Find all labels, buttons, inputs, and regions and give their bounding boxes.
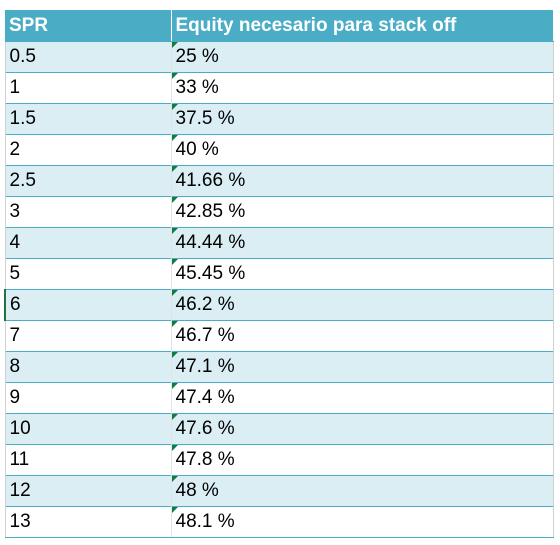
equity-cell[interactable]: 47.4 % bbox=[171, 382, 554, 414]
equity-cell[interactable]: 42.85 % bbox=[171, 196, 554, 228]
spr-cell[interactable]: 0.5 bbox=[4, 41, 172, 73]
equity-value: 41.66 % bbox=[175, 170, 246, 191]
equity-cell[interactable]: 41.66 % bbox=[171, 165, 554, 197]
green-triangle-icon bbox=[171, 507, 178, 513]
table-row: 1 33 % bbox=[4, 72, 554, 104]
equity-cell[interactable]: 44.44 % bbox=[171, 227, 554, 259]
table-row: 0.5 25 % bbox=[4, 41, 554, 73]
equity-cell[interactable]: 33 % bbox=[171, 72, 554, 104]
green-triangle-icon bbox=[171, 73, 178, 79]
spr-cell[interactable]: 2.5 bbox=[4, 165, 172, 197]
equity-value: 46.2 % bbox=[175, 294, 235, 315]
green-triangle-icon bbox=[171, 42, 178, 48]
spr-cell[interactable]: 10 bbox=[4, 413, 172, 445]
table-row: 2.5 41.66 % bbox=[4, 165, 554, 197]
equity-value: 37.5 % bbox=[175, 108, 235, 129]
equity-cell[interactable]: 37.5 % bbox=[171, 103, 554, 135]
equity-cell[interactable]: 40 % bbox=[171, 134, 554, 166]
table-row: 4 44.44 % bbox=[4, 227, 554, 259]
green-triangle-icon bbox=[171, 476, 178, 482]
spr-cell[interactable]: 1 bbox=[4, 72, 172, 104]
header-spr[interactable]: SPR bbox=[5, 10, 172, 42]
green-triangle-icon bbox=[171, 321, 178, 327]
table-row: 13 48.1 % bbox=[4, 506, 554, 538]
green-triangle-icon bbox=[171, 352, 178, 358]
equity-value: 47.1 % bbox=[175, 356, 235, 377]
spr-cell[interactable]: 9 bbox=[4, 382, 172, 414]
table-body: 0.5 25 % 1 33 % 1.5 37.5 % 2 40 % 2.5 41.66 % 3 42.… bbox=[4, 41, 554, 538]
green-triangle-icon bbox=[171, 290, 178, 296]
equity-value: 47.4 % bbox=[175, 387, 235, 408]
equity-value: 44.44 % bbox=[175, 232, 246, 253]
spr-cell[interactable]: 13 bbox=[4, 506, 172, 538]
table-row: 2 40 % bbox=[4, 134, 554, 166]
spr-cell[interactable]: 1.5 bbox=[4, 103, 172, 135]
spr-equity-table: SPR Equity necesario para stack off 0.5 2… bbox=[4, 10, 554, 538]
green-triangle-icon bbox=[171, 197, 178, 203]
header-row: SPR Equity necesario para stack off bbox=[5, 10, 553, 42]
equity-cell[interactable]: 47.8 % bbox=[171, 444, 554, 476]
equity-cell[interactable]: 25 % bbox=[171, 41, 554, 73]
spr-cell[interactable]: 11 bbox=[4, 444, 172, 476]
equity-cell[interactable]: 46.2 % bbox=[171, 289, 554, 321]
spr-cell[interactable]: 7 bbox=[4, 320, 172, 352]
equity-cell[interactable]: 45.45 % bbox=[171, 258, 554, 290]
equity-cell[interactable]: 47.6 % bbox=[171, 413, 554, 445]
equity-cell[interactable]: 48 % bbox=[171, 475, 554, 507]
green-triangle-icon bbox=[171, 228, 178, 234]
spr-cell[interactable]: 12 bbox=[4, 475, 172, 507]
table-row: 5 45.45 % bbox=[4, 258, 554, 290]
table-row: 12 48 % bbox=[4, 475, 554, 507]
table-row: 3 42.85 % bbox=[4, 196, 554, 228]
green-triangle-icon bbox=[171, 259, 178, 265]
equity-value: 46.7 % bbox=[175, 325, 235, 346]
equity-value: 48 % bbox=[175, 480, 219, 501]
table-row: 10 47.6 % bbox=[4, 413, 554, 445]
table-row: 6 46.2 % bbox=[4, 289, 554, 321]
spr-cell[interactable]: 6 bbox=[4, 289, 172, 321]
header-equity[interactable]: Equity necesario para stack off bbox=[171, 10, 553, 42]
equity-value: 25 % bbox=[175, 46, 219, 67]
equity-value: 33 % bbox=[175, 77, 219, 98]
green-triangle-icon bbox=[171, 414, 178, 420]
equity-value: 45.45 % bbox=[175, 263, 246, 284]
spr-cell[interactable]: 3 bbox=[4, 196, 172, 228]
equity-value: 48.1 % bbox=[175, 511, 235, 532]
green-triangle-icon bbox=[171, 135, 178, 141]
green-triangle-icon bbox=[171, 104, 178, 110]
equity-cell[interactable]: 47.1 % bbox=[171, 351, 554, 383]
spr-cell[interactable]: 2 bbox=[4, 134, 172, 166]
spr-cell[interactable]: 5 bbox=[4, 258, 172, 290]
spr-cell[interactable]: 4 bbox=[4, 227, 172, 259]
table-row: 11 47.8 % bbox=[4, 444, 554, 476]
table-row: 1.5 37.5 % bbox=[4, 103, 554, 135]
equity-value: 47.6 % bbox=[175, 418, 235, 439]
green-triangle-icon bbox=[171, 445, 178, 451]
equity-value: 47.8 % bbox=[175, 449, 235, 470]
equity-cell[interactable]: 48.1 % bbox=[171, 506, 554, 538]
equity-cell[interactable]: 46.7 % bbox=[171, 320, 554, 352]
green-triangle-icon bbox=[171, 383, 178, 389]
table-row: 7 46.7 % bbox=[4, 320, 554, 352]
table-row: 8 47.1 % bbox=[4, 351, 554, 383]
table-row: 9 47.4 % bbox=[4, 382, 554, 414]
equity-value: 40 % bbox=[175, 139, 219, 160]
equity-value: 42.85 % bbox=[175, 201, 246, 222]
spr-cell[interactable]: 8 bbox=[4, 351, 172, 383]
green-triangle-icon bbox=[171, 166, 178, 172]
